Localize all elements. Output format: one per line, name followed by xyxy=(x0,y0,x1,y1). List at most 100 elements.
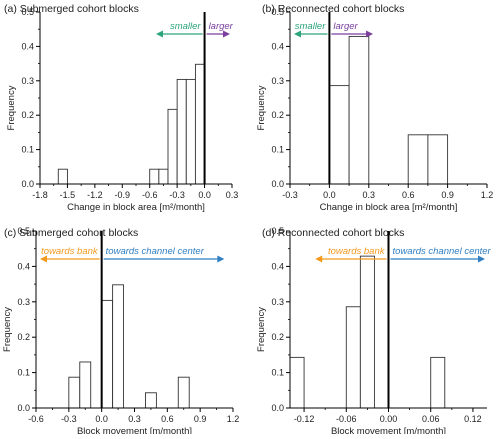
x-tick-label: -0.06 xyxy=(336,414,357,424)
y-tick-label: 0.0 xyxy=(17,403,30,413)
arrow-right-head xyxy=(217,255,225,263)
annotation-left-label: towards bank xyxy=(41,246,99,257)
histogram-bar xyxy=(185,78,196,185)
annotation-right-label: towards channel center xyxy=(393,246,492,257)
y-tick-label: 0.2 xyxy=(17,332,30,342)
x-tick-label: -0.6 xyxy=(28,414,44,424)
x-tick-label: -0.6 xyxy=(142,190,158,200)
histogram-bar xyxy=(328,85,350,185)
histogram-bar xyxy=(345,306,361,409)
arrow-right-head xyxy=(223,30,230,38)
y-tick-label: 0.4 xyxy=(17,261,30,271)
y-tick-label: 0.3 xyxy=(17,297,30,307)
x-tick-label: 0.9 xyxy=(441,190,454,200)
x-tick-label: 1.2 xyxy=(481,190,494,200)
histogram-bar xyxy=(430,356,446,409)
y-axis-label: Frequency xyxy=(256,307,267,352)
y-tick-label: 0.2 xyxy=(271,110,284,120)
y-tick-label: 0.4 xyxy=(21,41,34,51)
x-tick-label: 0.6 xyxy=(161,414,174,424)
histogram-bar xyxy=(79,361,92,409)
histogram-bar xyxy=(289,356,305,409)
y-tick-label: 0.3 xyxy=(271,76,284,86)
histogram-bar xyxy=(144,392,157,409)
y-tick-label: 0.2 xyxy=(21,110,34,120)
y-tick-label: 0.1 xyxy=(271,368,284,378)
arrow-left-head xyxy=(155,30,163,38)
arrow-left-head xyxy=(294,30,301,38)
y-tick-label: 0.2 xyxy=(271,332,284,342)
histogram-bar xyxy=(68,376,81,409)
y-axis-label: Frequency xyxy=(2,307,13,352)
x-tick-label: 0.3 xyxy=(128,414,141,424)
y-tick-label: 0.5 xyxy=(17,226,30,236)
histogram-bar xyxy=(112,284,125,409)
x-tick-label: -0.9 xyxy=(115,190,131,200)
x-tick-label: 0.6 xyxy=(402,190,415,200)
arrow-left-head xyxy=(315,255,323,263)
x-tick-label: 1.2 xyxy=(227,414,240,424)
annotation-left-label: smaller xyxy=(295,21,326,32)
panel-title: (c) Submerged cohort blocks xyxy=(4,227,138,239)
annotation-right-label: larger xyxy=(209,21,234,32)
x-tick-label: 0.0 xyxy=(323,190,336,200)
annotation-left-label: towards bank xyxy=(328,246,386,257)
x-tick-label: -1.5 xyxy=(60,190,76,200)
y-tick-label: 0.5 xyxy=(271,7,284,17)
histogram-bar xyxy=(359,255,375,409)
x-tick-label: 0.06 xyxy=(422,414,440,424)
chart-panel-4: (d) Reconnected cohort blocks -0.12 -0.06 0… xyxy=(256,226,492,437)
y-tick-label: 0.5 xyxy=(271,226,284,236)
x-tick-label: -1.8 xyxy=(32,190,48,200)
x-tick-label: -0.3 xyxy=(282,190,298,200)
x-tick-label: 0.0 xyxy=(95,414,108,424)
arrow-right-head xyxy=(478,255,485,263)
histogram-bar xyxy=(348,35,370,185)
chart-panel-1: (a) Submerged cohort blocks-1.8 -1.5 -1.2-… xyxy=(4,3,238,213)
arrow-right-head xyxy=(366,30,374,38)
y-tick-label: 0.4 xyxy=(271,41,284,51)
histogram-bar xyxy=(149,168,160,185)
panel-title: (b) Reconnected cohort blocks xyxy=(262,3,404,15)
y-tick-label: 0.3 xyxy=(271,297,284,307)
histogram-bar xyxy=(158,168,169,185)
annotation-right-label: larger xyxy=(333,21,358,32)
histogram-bar xyxy=(176,78,187,185)
y-tick-label: 0.1 xyxy=(17,368,30,378)
histogram-bar xyxy=(407,134,429,185)
y-axis-label: Frequency xyxy=(6,85,17,130)
histogram-bar xyxy=(167,108,178,185)
chart-panel-3: (c) Submerged cohort blocks -0.6 -0.3 0.0 0.… xyxy=(2,226,240,437)
annotation-right-label: towards channel center xyxy=(106,246,205,257)
histogram-bar xyxy=(101,299,114,409)
y-axis-label: Frequency xyxy=(256,85,267,130)
arrow-left-head xyxy=(40,255,47,263)
x-tick-label: 0.0 xyxy=(198,190,211,200)
x-tick-label: 0.9 xyxy=(194,414,207,424)
x-tick-label: -0.12 xyxy=(294,414,315,424)
histogram-bar xyxy=(427,134,449,185)
y-tick-label: 0.0 xyxy=(271,403,284,413)
histogram-bar xyxy=(177,376,190,409)
x-tick-label: 0.00 xyxy=(380,414,398,424)
x-tick-label: 0.12 xyxy=(464,414,482,424)
x-tick-label: -1.2 xyxy=(87,190,103,200)
x-axis-label: Block movement [m/month] xyxy=(77,426,192,434)
y-tick-label: 0.1 xyxy=(21,145,34,155)
histogram-bar xyxy=(194,63,206,185)
y-tick-label: 0.5 xyxy=(21,7,34,17)
x-axis-label: Change in block area [m²/month] xyxy=(320,202,458,213)
x-axis-label: Block movement [m/month] xyxy=(331,426,446,434)
y-tick-label: 0.0 xyxy=(21,179,34,189)
x-tick-label: 0.3 xyxy=(363,190,376,200)
chart-panel-2: (b) Reconnected cohort blocks-0.3 0.0 0.3 0… xyxy=(256,3,493,213)
x-tick-label: -0.3 xyxy=(61,414,77,424)
y-tick-label: 0.0 xyxy=(271,179,284,189)
panel-title: (d) Reconnected cohort blocks xyxy=(262,227,404,239)
y-tick-label: 0.4 xyxy=(271,261,284,271)
x-tick-label: -0.3 xyxy=(169,190,185,200)
y-tick-label: 0.3 xyxy=(21,76,34,86)
y-tick-label: 0.1 xyxy=(271,145,284,155)
